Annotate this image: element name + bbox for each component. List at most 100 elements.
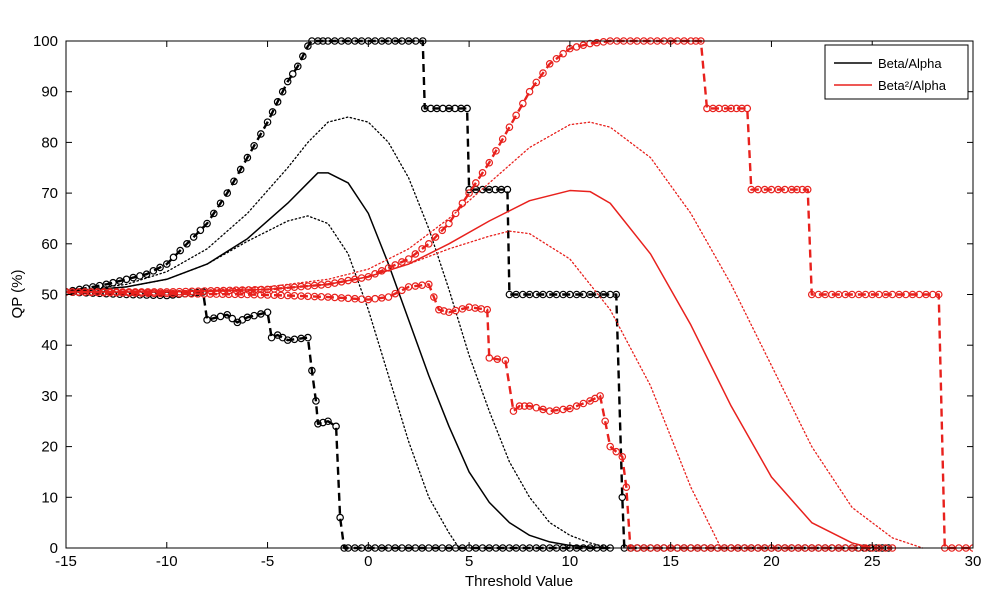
data-point-marker — [612, 290, 621, 299]
data-point-marker — [612, 447, 621, 456]
data-point-marker — [803, 185, 812, 194]
data-point-marker — [472, 179, 480, 187]
y-tick-label: 10 — [41, 489, 58, 506]
data-point-marker — [438, 226, 447, 235]
data-point-marker — [532, 403, 541, 412]
y-tick-label: 0 — [50, 540, 58, 557]
data-point-marker — [304, 42, 312, 50]
data-point-marker — [798, 185, 807, 194]
data-point-marker — [618, 493, 627, 502]
data-point-marker — [398, 286, 406, 295]
data-point-marker — [566, 404, 574, 413]
x-tick-label: 20 — [763, 553, 780, 570]
y-tick-label: 60 — [41, 236, 58, 253]
data-point-marker — [391, 289, 400, 298]
data-point-marker — [142, 270, 151, 279]
data-point-marker — [156, 263, 164, 272]
data-point-marker — [727, 104, 735, 113]
data-point-marker — [492, 147, 500, 155]
x-tick-label: 25 — [864, 553, 881, 570]
data-point-marker — [273, 98, 282, 106]
data-point-marker — [169, 253, 178, 262]
data-point-marker — [618, 452, 627, 461]
x-axis-title: Threshold Value — [465, 573, 573, 590]
data-point-marker — [257, 130, 265, 138]
data-point-marker — [424, 280, 433, 289]
data-point-marker — [283, 77, 292, 86]
data-point-marker — [424, 240, 433, 248]
data-point-marker — [431, 233, 440, 241]
series-2-dotted — [66, 215, 460, 549]
data-point-marker — [223, 310, 232, 319]
data-point-marker — [250, 311, 258, 320]
data-point-marker — [445, 219, 453, 228]
data-point-marker — [136, 272, 144, 280]
data-point-marker — [223, 189, 232, 197]
data-point-marker — [463, 104, 471, 113]
series-1-dotted — [66, 116, 611, 549]
data-point-marker — [162, 260, 171, 268]
data-point-marker — [501, 356, 510, 365]
data-point-marker — [411, 250, 420, 258]
data-point-marker — [458, 199, 467, 208]
data-point-marker — [115, 277, 124, 285]
x-tick-label: 30 — [965, 553, 982, 570]
data-point-marker — [512, 111, 520, 120]
data-point-marker — [606, 442, 615, 451]
x-tick-label: 0 — [364, 553, 372, 570]
data-point-marker — [243, 313, 252, 322]
data-point-marker — [196, 226, 205, 235]
x-tick-label: -5 — [261, 553, 274, 570]
series-line — [66, 116, 611, 549]
data-point-marker — [445, 308, 453, 317]
x-tick-label: 15 — [662, 553, 679, 570]
data-point-marker — [493, 355, 502, 363]
data-point-marker — [738, 104, 746, 113]
data-point-marker — [250, 141, 258, 150]
data-point-marker — [299, 52, 307, 61]
y-tick-label: 40 — [41, 337, 58, 354]
data-point-marker — [532, 78, 541, 87]
data-point-marker — [384, 293, 393, 301]
data-point-marker — [498, 135, 507, 143]
x-tick-label: 10 — [562, 553, 579, 570]
legend: Beta/Alpha Beta²/Alpha — [824, 44, 969, 100]
data-point-marker — [109, 278, 117, 287]
y-tick-label: 30 — [41, 388, 58, 405]
data-point-marker — [478, 169, 487, 177]
data-point-marker — [129, 273, 137, 282]
data-point-marker — [216, 199, 225, 208]
series-line — [66, 172, 611, 549]
data-point-marker — [122, 275, 131, 284]
data-point-marker — [216, 312, 225, 321]
y-tick-label: 80 — [41, 134, 58, 151]
data-point-marker — [278, 87, 287, 96]
x-tick-label: -15 — [55, 553, 77, 570]
data-point-marker — [257, 310, 265, 318]
data-point-marker — [451, 209, 460, 218]
series-line — [66, 121, 924, 549]
data-point-marker — [579, 41, 588, 50]
data-point-marker — [732, 104, 741, 113]
data-point-marker — [515, 402, 524, 410]
data-point-marker — [384, 264, 393, 272]
data-point-marker — [149, 267, 158, 275]
data-point-marker — [579, 399, 588, 408]
data-point-marker — [545, 60, 554, 68]
data-point-marker — [324, 417, 332, 426]
data-point-marker — [228, 314, 237, 323]
y-tick-label: 70 — [41, 185, 58, 202]
data-point-marker — [210, 209, 218, 218]
data-point-marker — [314, 419, 322, 428]
data-point-marker — [267, 333, 276, 342]
data-point-marker — [391, 261, 400, 269]
series-6-dotted — [66, 121, 924, 549]
data-point-marker — [601, 417, 609, 426]
data-point-marker — [451, 306, 460, 315]
data-point-marker — [483, 305, 492, 314]
y-tick-label: 50 — [41, 287, 58, 304]
data-point-marker — [559, 49, 567, 58]
data-point-marker — [525, 87, 534, 96]
x-tick-label: 5 — [465, 553, 473, 570]
